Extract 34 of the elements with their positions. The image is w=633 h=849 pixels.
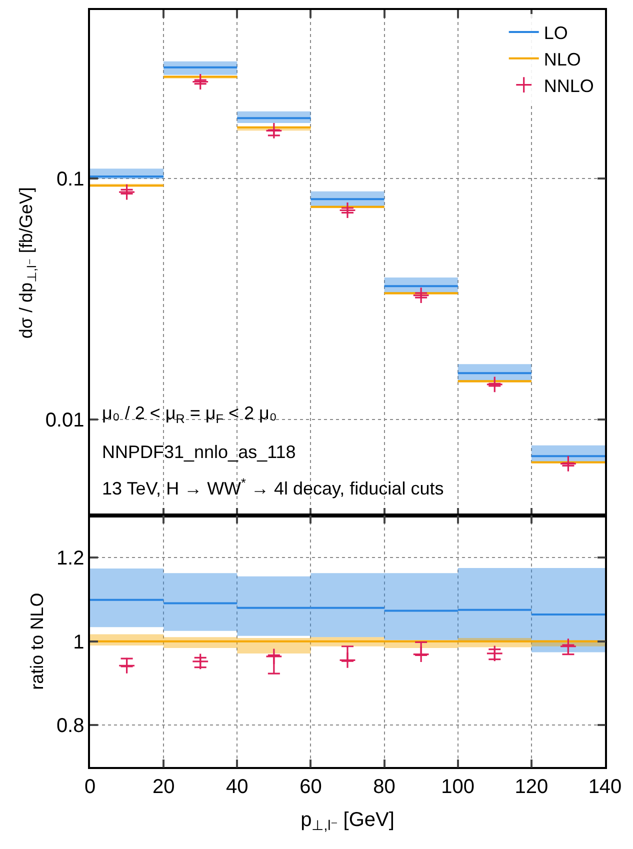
point <box>265 122 282 140</box>
x-tick-label: 80 <box>373 776 396 798</box>
point <box>339 652 356 669</box>
y-tick-label: 0.1 <box>56 168 84 191</box>
x-axis-title: p$_{⊥,l⁻}$ [GeV] <box>300 808 394 833</box>
point <box>486 644 504 662</box>
x-tick-label: 0 <box>84 776 96 798</box>
annotation: NNPDF31_nnlo_as_118 <box>102 442 296 462</box>
point <box>560 638 577 655</box>
annotation: 13 TeV, H → WW$^{*}$ → 4l decay, fiducial cuts <box>102 476 444 499</box>
point <box>560 455 577 472</box>
legend-label: NNLO <box>544 76 594 96</box>
y-tick-label: 1.2 <box>56 548 84 570</box>
x-tick-label: 100 <box>441 776 475 798</box>
point <box>339 202 356 219</box>
x-tick-label: 40 <box>226 776 248 798</box>
point <box>118 184 136 201</box>
point <box>192 73 209 90</box>
x-tick-label: 20 <box>152 776 175 798</box>
point <box>412 286 430 304</box>
x-tick-label: 140 <box>588 776 622 798</box>
x-tick-label: 60 <box>300 776 322 798</box>
legend-label: LO <box>544 23 568 44</box>
point <box>192 652 209 670</box>
point <box>118 657 136 674</box>
y-axis-title: ratio to NLO <box>27 592 48 690</box>
point <box>486 376 504 393</box>
y-tick-label: 1 <box>73 631 84 654</box>
y-tick-label: 0.01 <box>45 410 84 432</box>
y-tick-label: 0.8 <box>56 715 84 738</box>
point <box>412 646 430 663</box>
legend-label: NLO <box>544 49 581 70</box>
annotation: μ₀ / 2 < μ$_{R}$ = μ$_{F}$ < 2 μ₀ <box>102 403 277 426</box>
x-tick-label: 120 <box>514 776 548 798</box>
